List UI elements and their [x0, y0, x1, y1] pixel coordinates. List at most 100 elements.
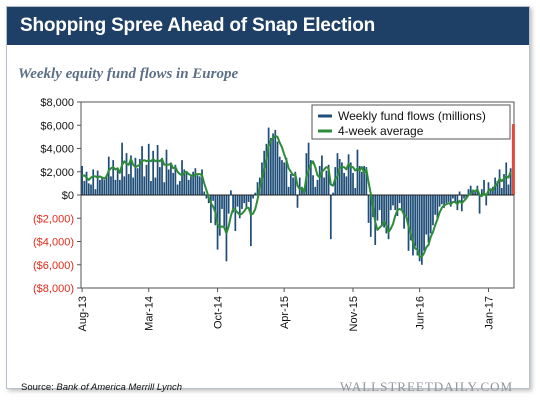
x-tick-label: Aug-13	[77, 296, 89, 331]
bar-weekly-flow	[223, 195, 226, 227]
bar-weekly-flow	[83, 181, 86, 195]
bar-weekly-flow	[385, 195, 388, 234]
bar-weekly-flow	[170, 162, 172, 195]
chart-title: Shopping Spree Ahead of Snap Election	[20, 15, 376, 36]
bar-weekly-flow	[429, 195, 432, 234]
title-bar: Shopping Spree Ahead of Snap Election	[7, 7, 529, 45]
bar-weekly-flow	[363, 165, 365, 195]
bar-weekly-flow	[507, 184, 510, 195]
bar-weekly-flow	[187, 179, 190, 195]
bar-weekly-flow	[252, 195, 254, 199]
bar-weekly-flow	[269, 138, 272, 195]
bar-weekly-flow	[81, 165, 83, 195]
source-name: Bank of America Merrill Lynch	[56, 382, 183, 393]
bar-weekly-flow	[356, 149, 359, 195]
bar-weekly-flow	[194, 168, 197, 195]
bar-weekly-flow	[281, 160, 283, 196]
bar-weekly-flow	[161, 157, 163, 195]
bar-weekly-flow	[489, 190, 492, 195]
bar-weekly-flow	[172, 172, 175, 195]
bar-weekly-flow	[387, 195, 390, 240]
bar-weekly-flow	[276, 141, 279, 195]
bar-weekly-flow	[416, 195, 419, 256]
bar-weekly-flow	[414, 195, 417, 247]
bar-weekly-flow	[247, 195, 250, 202]
bar-weekly-flow	[123, 176, 126, 195]
bar-weekly-flow	[225, 195, 228, 262]
bar-weekly-flow	[472, 191, 474, 195]
bar-weekly-flow	[485, 195, 488, 206]
bar-weekly-flow	[87, 183, 90, 196]
x-tick-label: Oct-14	[213, 296, 225, 329]
bar-weekly-flow	[316, 179, 319, 195]
bar-weekly-flow	[483, 179, 485, 195]
bar-weekly-flow	[354, 188, 357, 195]
bar-weekly-flow	[503, 174, 505, 195]
bar-weekly-flow	[138, 158, 141, 195]
bar-weekly-flow	[440, 195, 443, 205]
chart-subtitle: Weekly equity fund flows in Europe	[18, 66, 239, 82]
y-tick-label: ($2,000)	[33, 213, 74, 225]
bar-weekly-flow	[314, 186, 317, 195]
x-tick-label: Jan-17	[483, 296, 495, 330]
bar-weekly-flow	[121, 142, 123, 195]
bar-weekly-flow	[176, 184, 179, 195]
bar-weekly-flow	[94, 189, 97, 195]
bar-weekly-flow	[509, 168, 512, 195]
bar-weekly-flow	[423, 195, 425, 251]
bar-weekly-flow	[283, 162, 286, 195]
bar-weekly-flow	[232, 195, 234, 213]
bar-weekly-flow	[132, 177, 135, 195]
bar-weekly-flow	[267, 127, 270, 195]
bar-weekly-flow	[376, 195, 379, 221]
bar-weekly-flow	[116, 168, 119, 195]
bar-latest-highlight	[511, 124, 515, 195]
bar-weekly-flow	[203, 191, 206, 195]
bar-weekly-flow	[227, 195, 230, 214]
y-tick-label: $8,000	[40, 97, 74, 109]
bar-weekly-flow	[496, 181, 499, 195]
bar-weekly-flow	[341, 162, 343, 195]
bar-weekly-flow	[480, 189, 483, 195]
bar-weekly-flow	[309, 160, 312, 196]
bar-weekly-flow	[278, 156, 281, 195]
bar-weekly-flow	[358, 165, 361, 195]
bar-weekly-flow	[190, 176, 192, 195]
bar-weekly-flow	[420, 195, 423, 265]
bar-weekly-flow	[427, 195, 430, 243]
bar-weekly-flow	[296, 195, 299, 208]
bar-weekly-flow	[158, 167, 161, 195]
x-tick-label: Mar-14	[144, 296, 156, 331]
bar-weekly-flow	[130, 155, 132, 195]
bar-weekly-flow	[505, 162, 508, 195]
bar-weekly-flow	[101, 177, 103, 195]
bar-weekly-flow	[463, 195, 465, 199]
bar-weekly-flow	[256, 182, 259, 195]
line-4-week-average	[81, 134, 512, 258]
bar-weekly-flow	[205, 195, 208, 199]
bar-weekly-flow	[181, 160, 183, 196]
bar-weekly-flow	[474, 191, 477, 195]
bar-weekly-flow	[218, 195, 221, 236]
bar-weekly-flow	[332, 192, 334, 195]
bar-weekly-flow	[381, 195, 383, 227]
bar-weekly-flow	[254, 192, 257, 195]
bar-weekly-flow	[265, 143, 268, 195]
bar-weekly-flow	[92, 169, 95, 195]
bar-weekly-flow	[436, 195, 439, 219]
bar-weekly-flow	[238, 195, 241, 219]
y-tick-label: $2,000	[40, 167, 74, 179]
bar-weekly-flow	[345, 176, 348, 195]
bar-weekly-flow	[127, 174, 130, 195]
bar-weekly-flow	[118, 179, 121, 195]
bar-weekly-flow	[318, 165, 321, 195]
bar-weekly-flow	[398, 195, 401, 204]
y-tick-label: ($4,000)	[33, 237, 74, 249]
bar-weekly-flow	[467, 189, 470, 195]
bar-weekly-flow	[365, 167, 368, 195]
bar-weekly-flow	[347, 154, 350, 195]
bar-weekly-flow	[412, 195, 414, 256]
bar-weekly-flow	[425, 195, 428, 235]
bar-weekly-flow	[90, 184, 92, 195]
